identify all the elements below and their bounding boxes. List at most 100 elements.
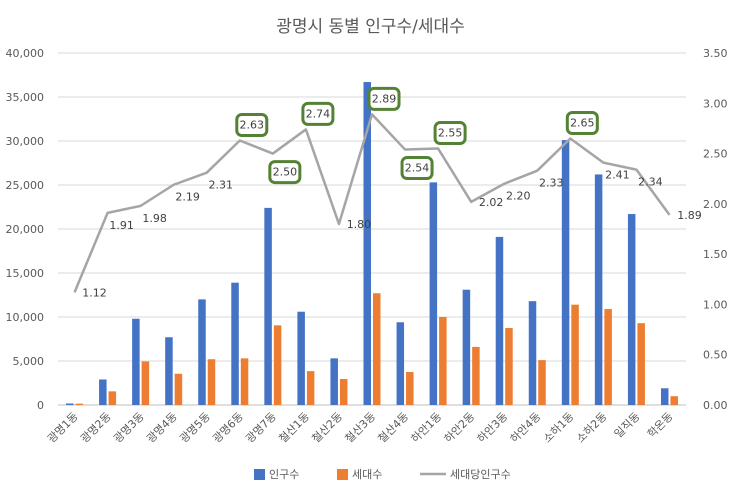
- bar-households: [670, 396, 678, 405]
- x-axis-tick-label: 철산1동: [276, 410, 312, 446]
- legend-label: 세대당인구수: [450, 468, 511, 481]
- x-axis-tick-label: 소하1동: [540, 409, 576, 445]
- left-axis-tick-label: 20,000: [6, 223, 45, 236]
- right-axis-tick-label: 1.00: [703, 298, 728, 311]
- line-household-size: [73, 113, 671, 293]
- bar-households: [571, 304, 579, 405]
- bar-households: [174, 373, 183, 405]
- data-label: 1.91: [109, 219, 134, 232]
- x-axis-tick-label: 철산2동: [309, 410, 345, 446]
- x-axis-tick-label: 소하2동: [573, 409, 609, 445]
- bar-households: [406, 372, 414, 405]
- x-axis-tick-label: 하안3동: [474, 409, 510, 445]
- data-label: 2.54: [405, 162, 430, 175]
- x-axis-tick-label: 광명1동: [45, 410, 81, 446]
- x-axis-tick-label: 광명5동: [177, 410, 213, 446]
- data-label: 2.19: [175, 191, 200, 204]
- bar-households: [604, 309, 612, 405]
- data-label: 2.50: [273, 166, 298, 179]
- highlight-box: [400, 156, 434, 181]
- bar-households: [240, 358, 249, 405]
- right-axis-tick-label: 3.00: [703, 97, 728, 110]
- bar-households: [439, 317, 447, 405]
- x-axis-tick-label: 하안4동: [507, 409, 543, 445]
- bar-population: [264, 207, 272, 405]
- right-axis-tick-label: 0.00: [703, 399, 728, 412]
- bar-households: [505, 328, 513, 405]
- bar-population: [528, 301, 537, 405]
- bar-population: [165, 337, 173, 405]
- bar-households: [207, 359, 216, 405]
- bar-households: [637, 323, 645, 405]
- legend-label: 세대수: [352, 468, 382, 481]
- bar-households: [306, 371, 315, 405]
- right-axis-tick-label: 2.00: [703, 198, 728, 211]
- bar-households: [141, 361, 150, 405]
- x-axis-tick-label: 일직동: [611, 409, 642, 440]
- bar-population: [429, 182, 438, 405]
- bar-population: [627, 214, 636, 405]
- left-axis-tick-label: 30,000: [6, 135, 45, 148]
- data-label: 2.63: [240, 118, 265, 131]
- data-label: 2.41: [605, 169, 630, 182]
- x-axis-tick-label: 하안2동: [441, 409, 477, 445]
- x-axis-tick-label: 광명3동: [111, 410, 147, 446]
- x-axis-tick-label: 광명6동: [210, 410, 246, 446]
- x-axis-tick-label: 학온동: [645, 410, 676, 441]
- bar-households: [538, 360, 546, 405]
- bar-population: [462, 289, 471, 405]
- left-axis-tick-label: 10,000: [6, 311, 45, 324]
- bar-households: [373, 293, 381, 405]
- x-axis-tick-label: 하안1동: [408, 409, 444, 445]
- bar-households: [273, 325, 282, 405]
- left-axis-tick-label: 5,000: [13, 355, 45, 368]
- data-label: 1.12: [82, 286, 107, 299]
- data-label: 1.89: [677, 209, 702, 222]
- bar-population: [396, 322, 405, 405]
- data-label: 2.34: [638, 176, 663, 189]
- bar-population: [330, 358, 338, 405]
- bar-households: [75, 403, 84, 405]
- bar-households: [108, 391, 117, 405]
- bar-population: [231, 282, 239, 405]
- x-axis-tick-label: 광명7동: [243, 410, 279, 446]
- bar-population: [198, 299, 206, 405]
- bar-population: [99, 379, 107, 405]
- data-label: 1.80: [347, 218, 372, 231]
- x-axis-tick-label: 철산4동: [376, 410, 412, 446]
- bar-population: [495, 236, 504, 405]
- bar-population: [297, 311, 305, 405]
- data-label: 2.74: [306, 107, 331, 120]
- legend-label: 인구수: [269, 468, 299, 481]
- data-label: 2.02: [479, 196, 504, 209]
- bar-population: [363, 82, 371, 405]
- highlight-box: [433, 121, 467, 146]
- right-axis-tick-label: 0.50: [703, 349, 728, 362]
- right-axis-tick-label: 3.50: [703, 47, 728, 60]
- right-axis-tick-label: 1.50: [703, 248, 728, 261]
- data-label: 2.33: [539, 177, 564, 190]
- x-axis-tick-label: 광명2동: [78, 410, 114, 446]
- highlight-box: [367, 86, 401, 111]
- highlight-box: [565, 110, 599, 135]
- data-label: 2.31: [208, 179, 233, 192]
- data-label: 1.98: [142, 212, 167, 225]
- highlight-box: [301, 101, 335, 126]
- highlight-box: [235, 112, 269, 137]
- highlight-box: [268, 160, 302, 185]
- data-label: 2.65: [570, 116, 595, 129]
- chart-title: 광명시 동별 인구수/세대수: [276, 17, 465, 37]
- bar-population: [594, 174, 603, 405]
- left-axis-tick-label: 40,000: [6, 47, 45, 60]
- bar-households: [472, 346, 480, 405]
- legend-swatch: [254, 469, 265, 480]
- x-axis-tick-label: 철산3동: [343, 410, 379, 446]
- left-axis-tick-label: 35,000: [6, 91, 45, 104]
- data-label: 2.55: [438, 127, 463, 140]
- left-axis-tick-label: 15,000: [6, 267, 45, 280]
- bar-population: [66, 403, 74, 405]
- legend-swatch: [337, 469, 348, 480]
- bar-households: [339, 379, 348, 405]
